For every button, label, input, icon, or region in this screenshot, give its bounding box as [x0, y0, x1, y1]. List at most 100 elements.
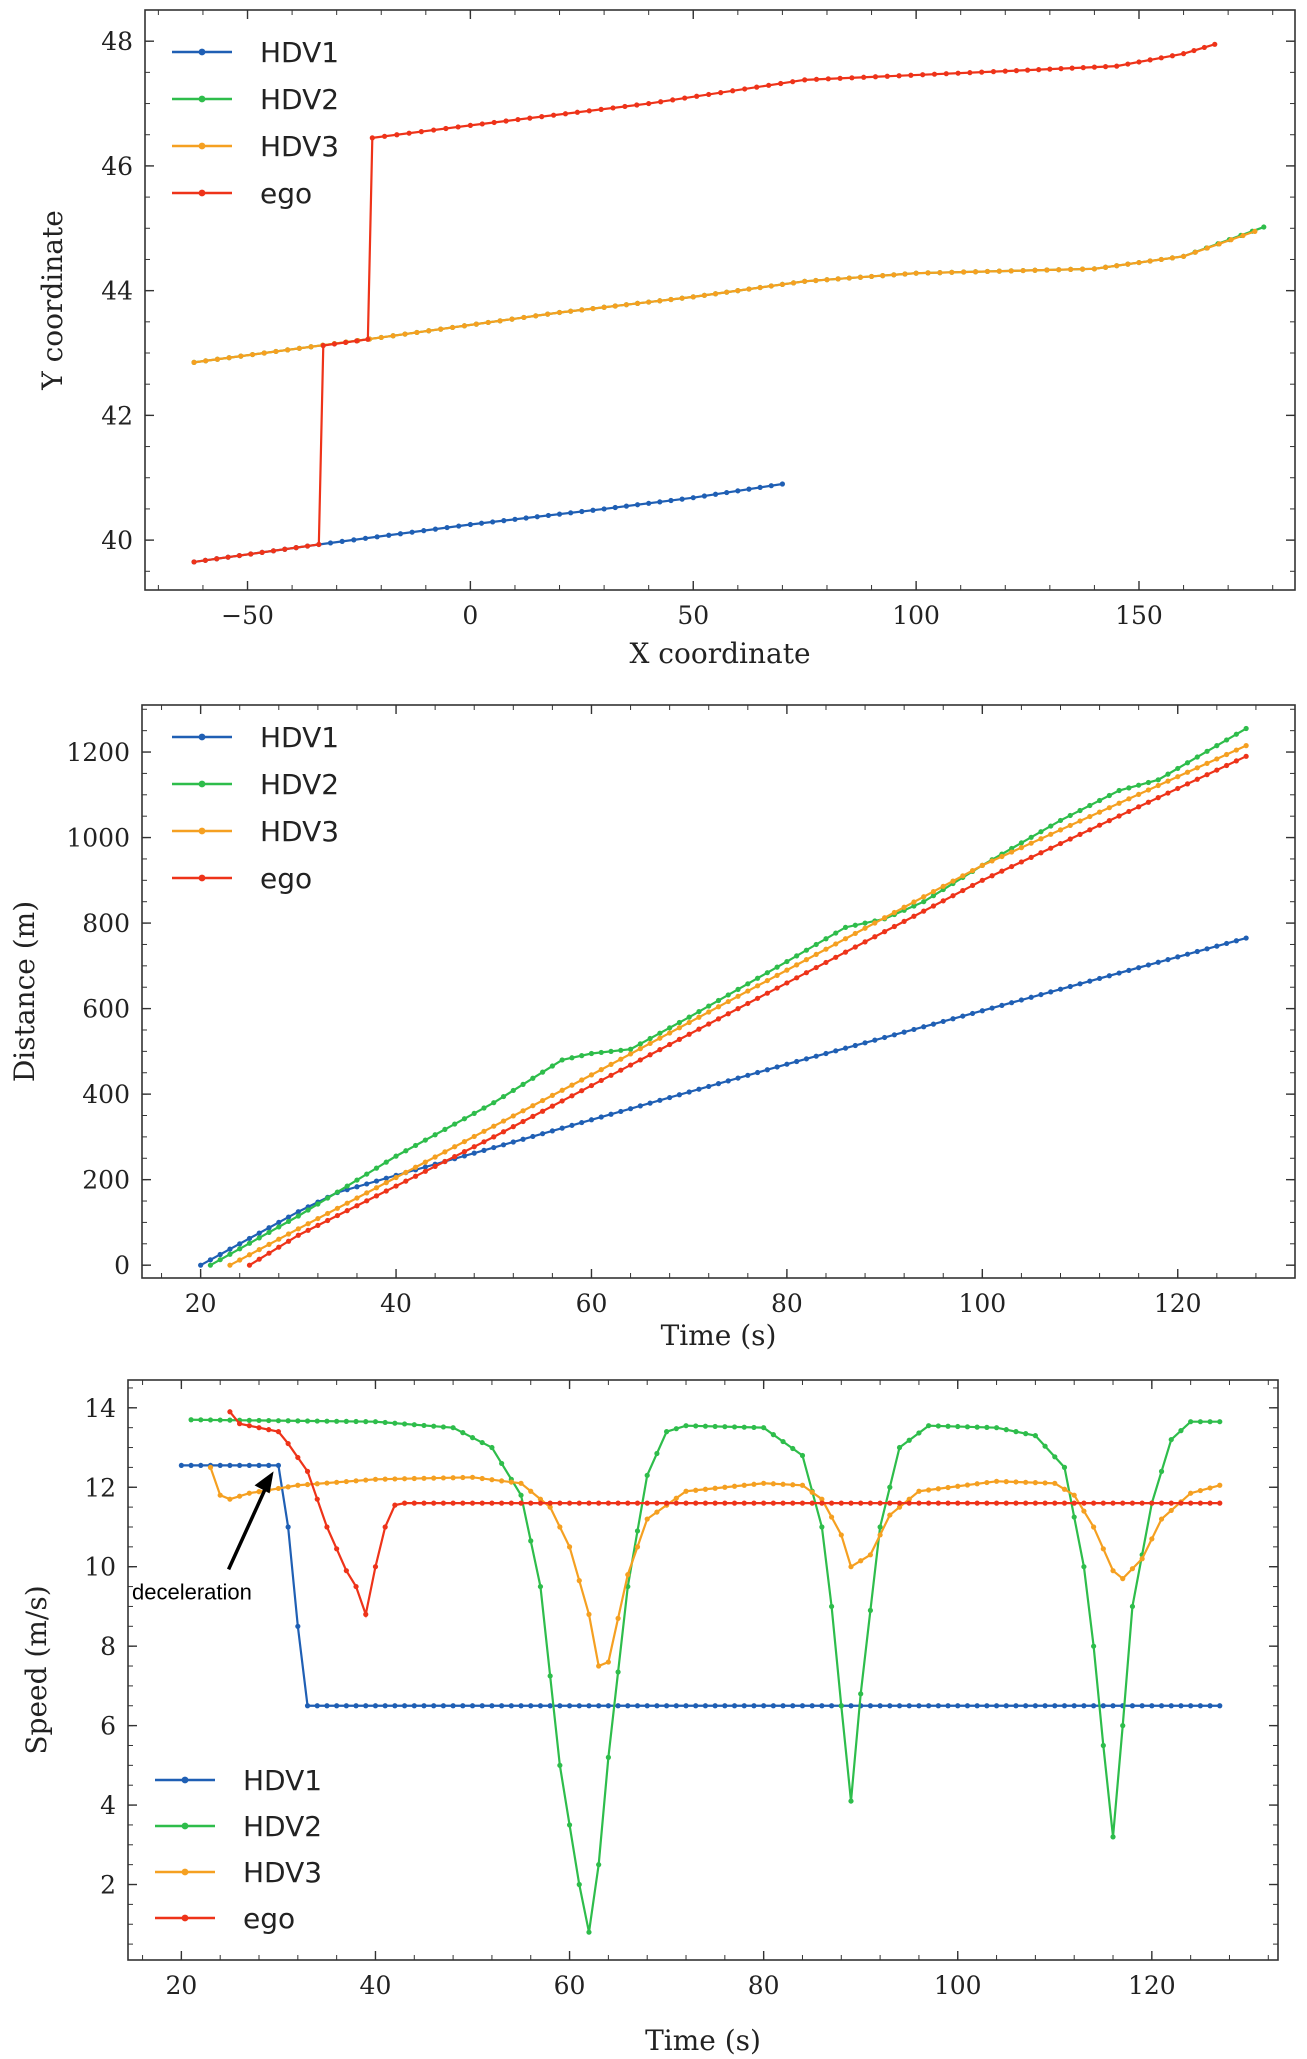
- speed-point-HDV1: [566, 1703, 573, 1709]
- speed-point-HDV2: [382, 1419, 388, 1426]
- distance-point-HDV2: [1136, 782, 1142, 788]
- distance-point-HDV3: [803, 957, 810, 963]
- distance-point-HDV1: [833, 1048, 839, 1054]
- speed-point-ego: [809, 1500, 815, 1506]
- speed-point-HDV2: [1217, 1419, 1223, 1425]
- speed-point-HDV3: [770, 1481, 776, 1487]
- distance-point-ego: [569, 1093, 575, 1099]
- trajectory-point-HDV3: [579, 307, 585, 313]
- distance-point-HDV3: [1048, 831, 1054, 837]
- trajectory-point-ego: [320, 342, 326, 349]
- trajectory-point-HDV3: [857, 274, 864, 280]
- trajectory-point-HDV3: [757, 284, 763, 291]
- trajectory-point-HDV3: [426, 328, 432, 334]
- speed-point-HDV1: [1023, 1703, 1029, 1709]
- distance-point-HDV2: [1096, 797, 1103, 804]
- distance-point-HDV1: [706, 1083, 712, 1090]
- distance-point-HDV3: [637, 1046, 643, 1052]
- distance-point-HDV2: [862, 920, 868, 926]
- speed-point-HDV3: [964, 1482, 971, 1488]
- trajectory-point-HDV3: [590, 305, 596, 312]
- trajectory-point-HDV1: [701, 493, 707, 499]
- trajectory-point-HDV3: [1068, 266, 1074, 272]
- distance-point-HDV3: [452, 1144, 458, 1150]
- trajectory-point-ego: [331, 341, 338, 347]
- trajectory-point-ego: [872, 74, 879, 80]
- speed-point-HDV3: [1061, 1486, 1068, 1492]
- speed-point-HDV2: [1207, 1419, 1213, 1425]
- speed-point-HDV2: [693, 1423, 699, 1429]
- speed-point-HDV1: [615, 1703, 621, 1709]
- distance-point-HDV3: [852, 930, 858, 937]
- distance-point-HDV1: [754, 1069, 761, 1076]
- speed-point-HDV2: [1158, 1468, 1165, 1474]
- distance-point-HDV3: [676, 1025, 683, 1031]
- trajectory-line-ego: [193, 43, 1216, 564]
- speed-point-ego: [761, 1500, 767, 1506]
- speed-ytick-label: 6: [100, 1712, 116, 1741]
- speed-point-HDV1: [178, 1462, 184, 1469]
- distance-line-HDV1: [200, 936, 1247, 1267]
- distance-point-HDV2: [618, 1047, 624, 1053]
- speed-point-HDV3: [1110, 1568, 1116, 1574]
- distance-point-HDV3: [344, 1200, 350, 1206]
- trajectory-point-ego: [431, 127, 437, 133]
- trajectory-point-HDV3: [273, 348, 279, 355]
- distance-point-HDV2: [754, 975, 761, 981]
- distance-point-HDV2: [921, 899, 927, 905]
- speed-xtick-label: 60: [554, 1971, 586, 2000]
- distance-point-HDV1: [1194, 948, 1200, 955]
- speed-point-HDV3: [605, 1659, 611, 1665]
- distance-chart: 20 40 60 80 100 120020040060080010001200Time …: [8, 704, 1296, 1352]
- speed-point-ego: [634, 1500, 641, 1506]
- distance-legend-marker-HDV2: [198, 780, 206, 788]
- distance-point-HDV3: [921, 894, 927, 900]
- distance-point-HDV2: [530, 1075, 536, 1081]
- trajectory-ytick-label: 44: [101, 277, 133, 306]
- distance-point-HDV1: [344, 1187, 350, 1193]
- distance-point-ego: [412, 1173, 419, 1179]
- speed-point-HDV1: [304, 1703, 311, 1709]
- trajectory-point-ego: [443, 125, 449, 132]
- distance-point-HDV1: [813, 1053, 819, 1059]
- speed-point-HDV3: [1217, 1482, 1223, 1488]
- speed-point-ego: [693, 1500, 699, 1506]
- speed-point-HDV2: [722, 1424, 728, 1430]
- trajectory-point-ego: [849, 75, 855, 81]
- trajectory-point-HDV3: [1180, 253, 1187, 259]
- distance-point-ego: [813, 964, 819, 971]
- trajectory-point-ego: [766, 82, 772, 88]
- trajectory-point-HDV1: [657, 499, 663, 505]
- speed-point-HDV1: [673, 1703, 679, 1709]
- speed-point-HDV3: [382, 1476, 388, 1482]
- distance-point-ego: [1018, 859, 1025, 865]
- distance-point-HDV3: [999, 853, 1005, 860]
- distance-point-HDV3: [412, 1164, 419, 1170]
- distance-point-HDV1: [950, 1016, 956, 1022]
- speed-point-ego: [683, 1500, 689, 1506]
- speed-point-HDV1: [751, 1703, 757, 1709]
- distance-point-HDV1: [901, 1029, 907, 1035]
- distance-point-ego: [403, 1178, 409, 1184]
- speed-point-HDV2: [828, 1603, 835, 1610]
- distance-point-HDV2: [686, 1014, 692, 1020]
- speed-point-HDV1: [664, 1703, 670, 1709]
- speed-point-ego: [731, 1500, 738, 1506]
- trajectory-point-ego: [467, 122, 473, 128]
- distance-point-HDV2: [735, 986, 741, 992]
- distance-point-HDV3: [256, 1246, 262, 1253]
- trajectory-point-ego: [1069, 65, 1075, 71]
- distance-point-HDV1: [1184, 951, 1191, 957]
- distance-point-HDV2: [481, 1105, 487, 1111]
- speed-point-HDV3: [867, 1552, 874, 1558]
- trajectory-point-ego: [967, 70, 973, 76]
- speed-point-HDV2: [926, 1423, 932, 1429]
- distance-point-HDV3: [911, 899, 917, 905]
- distance-point-HDV2: [403, 1148, 409, 1154]
- trajectory-point-ego: [354, 338, 360, 344]
- distance-ylabel: Distance (m): [8, 901, 41, 1082]
- speed-chart: 20 40 60 80 100 120 2 4 6 8 10 12 14 Time (s) Speed (m…: [20, 1379, 1279, 2057]
- speed-point-HDV2: [761, 1425, 767, 1431]
- distance-point-HDV1: [774, 1064, 780, 1070]
- speed-point-HDV2: [887, 1484, 893, 1490]
